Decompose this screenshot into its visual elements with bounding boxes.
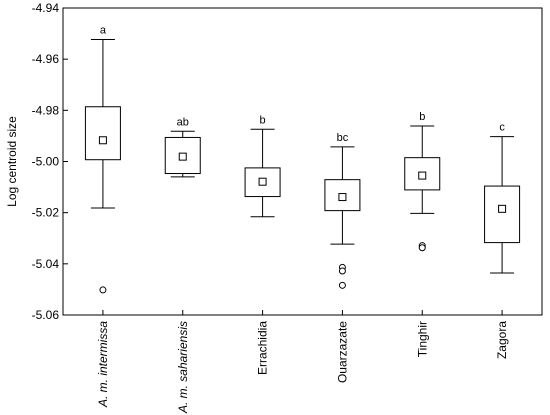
x-category-label: Zagora [495, 321, 509, 359]
y-axis-title: Log centroid size [5, 116, 19, 207]
significance-letter: c [499, 122, 505, 134]
significance-letter: a [100, 24, 107, 36]
mean-marker [498, 204, 507, 213]
outlier-point [338, 281, 346, 289]
outlier-point [99, 286, 107, 294]
x-category-label: A. m. sahariensis [176, 321, 190, 414]
box-group: c [484, 122, 521, 274]
box-group: ab [164, 116, 201, 178]
y-tick-label: -5.02 [32, 206, 60, 220]
y-tick-label: -5.06 [32, 308, 60, 322]
outlier-point [338, 267, 346, 275]
y-axis: -4.94 -4.96 -4.98 -5.00 -5.02 -5.04 -5.06 [32, 1, 68, 322]
y-tick-label: -4.96 [32, 52, 60, 66]
mean-marker [418, 171, 427, 180]
y-tick-label: -5.00 [32, 155, 60, 169]
mean-marker [98, 136, 107, 145]
x-category-label: Errachidia [256, 321, 270, 375]
interquartile-box [84, 106, 121, 161]
box-group: b [404, 111, 441, 252]
y-tick-label: -4.94 [32, 1, 60, 15]
significance-letter: b [260, 114, 266, 126]
y-tick-label: -4.98 [32, 103, 60, 117]
mean-marker [178, 152, 187, 161]
significance-letter: b [419, 111, 425, 123]
y-tick-label: -5.04 [32, 257, 60, 271]
x-category-label: A. m. intermissa [96, 321, 110, 408]
mean-marker [258, 177, 267, 186]
outlier-point [418, 244, 426, 252]
interquartile-box [484, 185, 521, 244]
mean-marker [338, 193, 347, 202]
x-axis-labels: A. m. intermissa A. m. sahariensis Errachi… [96, 310, 509, 414]
x-category-label: Tinghir [415, 321, 429, 357]
box-group: b [244, 114, 281, 218]
significance-letter: ab [177, 116, 189, 128]
plot-area-frame [62, 7, 543, 316]
x-category-label: Ouarzazate [335, 321, 349, 383]
significance-letter: bc [337, 132, 349, 144]
box-group: bc [324, 132, 361, 289]
box-group: a [84, 24, 121, 294]
